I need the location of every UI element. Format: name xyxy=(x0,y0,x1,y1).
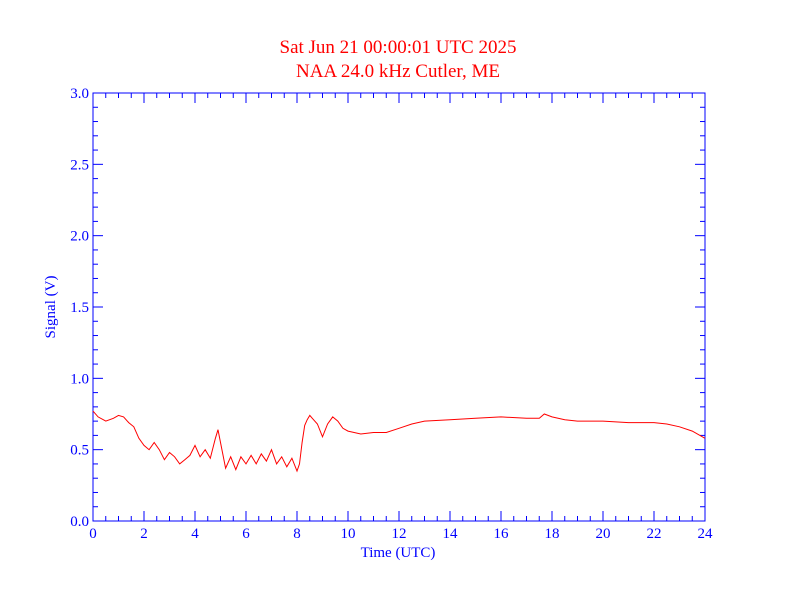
axes: 0 2 4 6 8 10 12 14 16 18 20 22 240.00.51.01.52.02.53… xyxy=(70,86,713,542)
x-tick-label: 24 xyxy=(698,526,714,542)
y-tick-label: 1.0 xyxy=(70,371,89,387)
y-tick-label: 0.5 xyxy=(70,443,89,459)
y-tick-label: 1.5 xyxy=(70,300,89,316)
x-tick-label: 8 xyxy=(293,526,301,542)
x-tick-label: 18 xyxy=(545,526,560,542)
x-tick-label: 10 xyxy=(341,526,356,542)
x-tick-label: 6 xyxy=(242,526,250,542)
x-axis-label: Time (UTC) xyxy=(361,545,436,561)
x-tick-label: 20 xyxy=(596,526,611,542)
x-tick-label: 14 xyxy=(443,526,459,542)
x-tick-label: 4 xyxy=(191,526,199,542)
y-tick-label: 3.0 xyxy=(70,86,89,102)
y-tick-label: 0.0 xyxy=(70,514,89,530)
x-tick-label: 22 xyxy=(647,526,662,542)
series-line xyxy=(92,410,706,473)
x-tick-label: 12 xyxy=(392,526,407,542)
y-tick-label: 2.0 xyxy=(70,229,89,245)
x-tick-label: 2 xyxy=(140,526,148,542)
plot-frame xyxy=(92,92,706,522)
x-tick-label: 0 xyxy=(89,526,97,542)
y-axis-label: Signal (V) xyxy=(43,276,59,339)
chart-title: Sat Jun 21 00:00:01 UTC 2025 xyxy=(280,37,517,58)
data-layer xyxy=(92,410,706,473)
x-tick-label: 16 xyxy=(494,526,510,542)
chart-subtitle: NAA 24.0 kHz Cutler, ME xyxy=(296,61,500,82)
y-tick-label: 2.5 xyxy=(70,157,89,173)
